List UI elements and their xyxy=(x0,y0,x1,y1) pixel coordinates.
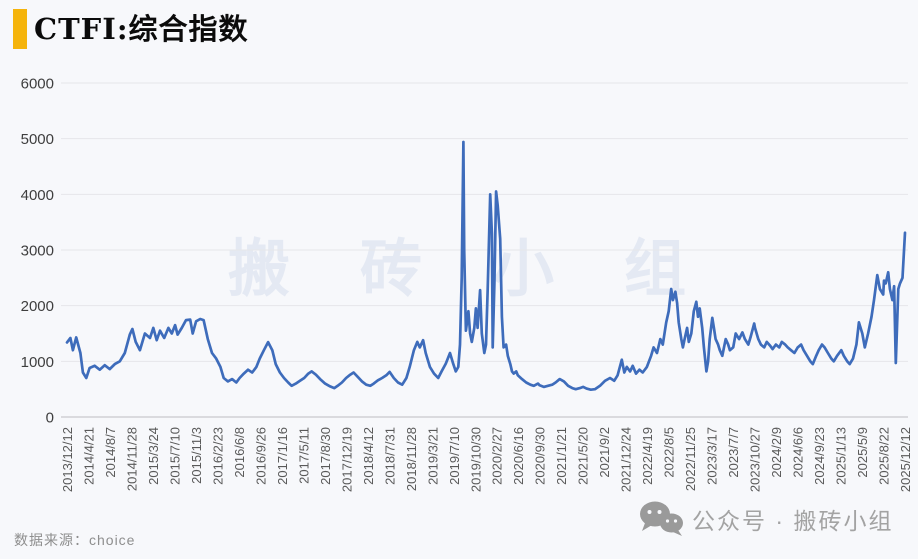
x-tick-label: 2025/12/12 xyxy=(898,427,913,492)
y-tick-label: 6000 xyxy=(21,76,54,93)
x-tick-label: 2017/5/11 xyxy=(296,427,311,484)
x-tick-label: 2021/12/24 xyxy=(619,427,634,492)
x-tick-label: 2020/6/16 xyxy=(511,427,526,485)
x-tick-label: 2023/7/7 xyxy=(726,427,741,478)
x-tick-label: 2023/3/17 xyxy=(705,427,720,485)
x-tick-label: 2018/11/28 xyxy=(404,427,419,491)
wechat-account-label: 公众号 · 搬砖小组 xyxy=(692,507,894,534)
y-tick-label: 1000 xyxy=(21,354,54,371)
x-tick-label: 2023/10/27 xyxy=(748,427,763,492)
x-tick-label: 2015/7/10 xyxy=(167,427,182,485)
y-tick-label: 5000 xyxy=(21,131,54,148)
x-tick-label: 2018/7/31 xyxy=(382,427,397,485)
x-tick-label: 2018/4/12 xyxy=(361,427,376,485)
y-tick-label: 3000 xyxy=(21,243,54,260)
x-tick-label: 2016/6/8 xyxy=(232,427,247,478)
y-tick-label: 4000 xyxy=(21,187,54,204)
x-tick-label: 2019/7/10 xyxy=(447,427,462,485)
x-tick-label: 2022/4/19 xyxy=(640,427,655,485)
x-tick-label: 2015/11/3 xyxy=(189,427,204,484)
x-tick-label: 2016/2/23 xyxy=(210,427,225,485)
x-tick-label: 2019/10/30 xyxy=(468,427,483,492)
index-line-series xyxy=(65,140,907,392)
x-tick-label: 2025/5/9 xyxy=(855,427,870,478)
y-tick-label: 2000 xyxy=(21,298,54,315)
x-tick-label: 2021/1/21 xyxy=(554,427,569,485)
wechat-badge: 公众号 · 搬砖小组 xyxy=(638,500,893,537)
x-tick-label: 2014/4/21 xyxy=(81,427,96,485)
y-tick-label: 0 xyxy=(46,410,54,427)
x-tick-label: 2025/8/22 xyxy=(877,427,892,485)
x-tick-label: 2017/1/16 xyxy=(275,427,290,485)
x-tick-label: 2025/1/13 xyxy=(834,427,849,485)
title-accent-bar xyxy=(13,9,27,49)
x-tick-label: 2024/9/23 xyxy=(812,427,827,485)
x-tick-label: 2017/12/19 xyxy=(339,427,354,492)
x-tick-label: 2024/6/6 xyxy=(791,427,806,478)
x-tick-label: 2019/3/21 xyxy=(425,427,440,485)
page-title: CTFI:综合指数 xyxy=(34,12,249,46)
x-tick-label: 2022/11/25 xyxy=(683,427,698,491)
x-tick-label: 2013/12/12 xyxy=(60,427,75,492)
x-tick-label: 2022/8/5 xyxy=(662,427,677,478)
x-tick-label: 2015/3/24 xyxy=(146,427,161,485)
x-tick-label: 2024/2/9 xyxy=(769,427,784,478)
x-tick-label: 2014/8/7 xyxy=(103,427,118,478)
x-tick-label: 2016/9/26 xyxy=(253,427,268,485)
x-tick-label: 2014/11/28 xyxy=(124,427,139,491)
data-source-label: 数据来源：choice xyxy=(14,532,136,548)
x-tick-label: 2021/9/2 xyxy=(597,427,612,478)
x-tick-label: 2021/5/20 xyxy=(576,427,591,485)
x-tick-label: 2017/8/30 xyxy=(318,427,333,485)
wechat-icon xyxy=(640,501,683,536)
x-tick-label: 2020/2/27 xyxy=(490,427,505,485)
x-tick-label: 2020/9/30 xyxy=(533,427,548,485)
